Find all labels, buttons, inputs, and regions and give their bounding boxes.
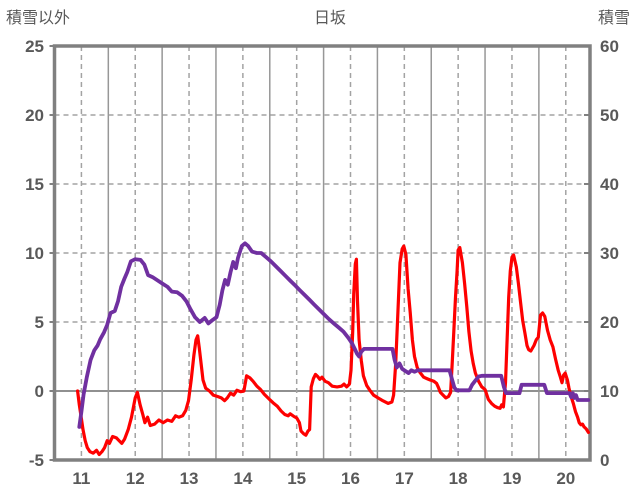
axis-tick-labels-x: 11 12 13 14 15 16 17 18 19 20 bbox=[72, 469, 575, 488]
tick-label: 10 bbox=[25, 244, 44, 263]
tick-label: 20 bbox=[556, 469, 575, 488]
tick-label: 11 bbox=[72, 469, 90, 488]
tick-label: 60 bbox=[600, 37, 619, 56]
tick-label: 5 bbox=[35, 313, 44, 332]
tick-label: 16 bbox=[341, 469, 360, 488]
tick-label: 0 bbox=[35, 382, 44, 401]
series-right-axis-series-purple bbox=[77, 241, 591, 429]
series-left-axis-series-red bbox=[75, 244, 591, 457]
tick-label: 17 bbox=[395, 469, 414, 488]
left-axis-title: 積雪以外 bbox=[6, 10, 71, 27]
tick-label: 10 bbox=[600, 382, 619, 401]
tick-label: -5 bbox=[29, 451, 44, 470]
tick-label: 20 bbox=[25, 106, 44, 125]
right-axis-title: 積雪 bbox=[597, 10, 630, 27]
grid-horizontal bbox=[54, 114, 590, 392]
tick-label: 30 bbox=[600, 244, 619, 263]
tick-label: 13 bbox=[180, 469, 199, 488]
axis-tick-labels-right: 60 50 40 30 20 10 0 bbox=[600, 37, 619, 470]
axis-ticks bbox=[49, 45, 590, 461]
tick-label: 25 bbox=[25, 37, 44, 56]
tick-label: 50 bbox=[600, 106, 619, 125]
tick-label: 40 bbox=[600, 175, 619, 194]
tick-label: 15 bbox=[287, 469, 306, 488]
tick-label: 12 bbox=[126, 469, 145, 488]
axis-tick-labels-left: 25 20 15 10 5 0 -5 bbox=[25, 37, 44, 470]
tick-label: 0 bbox=[600, 451, 609, 470]
tick-label: 20 bbox=[600, 313, 619, 332]
tick-label: 15 bbox=[25, 175, 44, 194]
tick-label: 14 bbox=[233, 469, 252, 488]
tick-label: 19 bbox=[503, 469, 522, 488]
tick-label: 18 bbox=[449, 469, 468, 488]
chart-title: 日坂 bbox=[314, 10, 347, 27]
